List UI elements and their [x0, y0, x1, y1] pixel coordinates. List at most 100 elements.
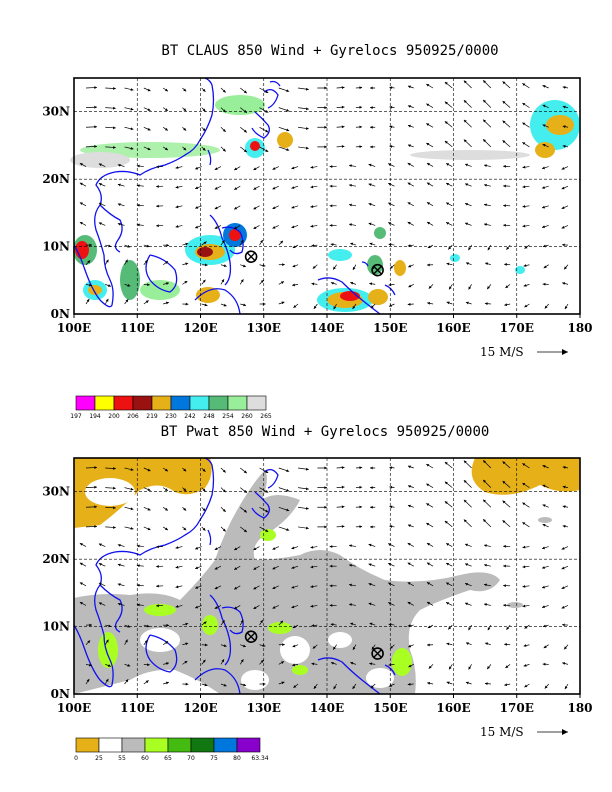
wind-arrow: [143, 639, 148, 645]
wind-arrow: [506, 244, 511, 250]
wind-arrow: [253, 565, 260, 570]
wind-arrow: [311, 282, 318, 286]
wind-arrow: [463, 139, 472, 148]
wind-arrow: [272, 605, 279, 609]
wind-arrow: [407, 144, 414, 148]
legend-label: 206: [127, 413, 139, 420]
legend-label: 248: [203, 413, 215, 420]
wind-arrow: [310, 565, 318, 569]
wind-arrow: [348, 183, 356, 187]
wind-arrow: [348, 203, 356, 207]
wind-arrow: [426, 221, 434, 226]
wind-arrow: [233, 205, 241, 210]
wind-arrow: [483, 544, 491, 548]
wind-arrow: [240, 526, 248, 533]
wind-arrow: [253, 166, 260, 171]
wind-arrow: [310, 585, 318, 588]
wind-arrow: [182, 127, 187, 131]
wind-arrow: [541, 565, 549, 569]
wind-arrow: [522, 545, 530, 549]
wind-arrow: [464, 202, 472, 207]
wind-arrow: [272, 585, 279, 590]
wind-arrow: [272, 546, 279, 550]
wind-arrow: [143, 146, 151, 151]
wind-arrow: [544, 683, 549, 689]
wind-arrow: [524, 244, 530, 249]
wind-arrow: [408, 664, 414, 668]
wind-arrow: [502, 520, 511, 528]
wind-arrow: [143, 244, 150, 248]
wind-arrow: [330, 623, 337, 626]
wind-arrow: [523, 644, 530, 647]
lat-tick-label: 0N: [51, 687, 70, 701]
wind-arrow: [240, 264, 247, 268]
wind-arrow: [541, 546, 549, 550]
wind-arrow: [175, 546, 183, 549]
wind-arrow: [355, 525, 363, 529]
wind-arrow: [483, 223, 491, 226]
wind-arrow: [105, 126, 116, 130]
panel1-map: 100E 110E 120E 130E 140E 150E 160E 170E 180 0N 10N…: [42, 77, 593, 335]
wind-arrow: [369, 242, 376, 246]
wind-arrow: [368, 583, 376, 587]
wind-arrow: [336, 525, 345, 528]
wind-arrow: [505, 284, 511, 289]
wind-arrow: [348, 563, 356, 567]
wind-arrow: [542, 143, 549, 148]
wind-arrow: [561, 623, 569, 627]
wind-arrow: [523, 283, 530, 287]
wind-arrow: [182, 507, 187, 511]
wind-arrow: [370, 525, 376, 529]
wind-arrow: [240, 126, 248, 133]
wind-arrow: [370, 86, 376, 90]
wind-arrow: [278, 263, 285, 267]
wind-arrow: [487, 624, 492, 631]
wind-arrow: [542, 484, 549, 488]
wind-arrow: [330, 243, 337, 246]
wind-arrow: [105, 664, 112, 667]
wind-arrow: [298, 487, 309, 491]
wind-arrow: [220, 279, 225, 285]
wind-arrow: [201, 263, 208, 267]
wind-arrow: [329, 204, 337, 208]
wind-arrow: [407, 601, 414, 606]
wind-arrow: [445, 202, 453, 207]
wind-arrow: [105, 87, 116, 90]
wind-arrow: [329, 184, 337, 188]
wind-arrow: [407, 202, 414, 207]
legend-swatch: [132, 395, 153, 411]
wind-arrow: [143, 526, 151, 531]
wind-arrow: [522, 204, 530, 208]
wind-arrow: [278, 281, 285, 285]
wind-arrow: [182, 280, 188, 285]
wind-arrow: [350, 281, 357, 285]
wind-arrow: [333, 683, 337, 690]
legend-label: 197: [70, 413, 82, 420]
wind-arrow: [504, 263, 511, 266]
wind-arrow: [117, 183, 125, 187]
legend-swatch: [94, 395, 115, 411]
wind-arrow: [310, 165, 318, 169]
wind-arrow: [259, 526, 269, 533]
wind-arrow: [541, 205, 549, 209]
wind-arrow: [259, 659, 264, 665]
panel2-axis-ticks: 100E 110E 120E 130E 140E 150E 160E 170E 180 0N 10N…: [42, 485, 592, 715]
wind-arrow: [464, 163, 472, 167]
legend-swatch: [75, 737, 100, 753]
wind-arrow: [124, 679, 129, 685]
wind-arrow: [562, 125, 569, 129]
wind-arrow: [541, 185, 549, 189]
wind-arrow: [278, 661, 285, 665]
wind-arrow: [523, 264, 530, 267]
wind-arrow: [389, 125, 395, 129]
wind-arrow: [388, 683, 395, 687]
wind-arrow: [156, 604, 164, 608]
wind-arrow: [143, 663, 150, 667]
wind-arrow: [524, 303, 530, 308]
wind-arrow: [104, 259, 109, 265]
wind-arrow: [163, 282, 170, 285]
wind-arrow: [253, 605, 260, 610]
wind-arrow: [428, 284, 434, 289]
wind-arrow: [291, 205, 299, 209]
lon-tick-label: 130E: [247, 701, 281, 715]
